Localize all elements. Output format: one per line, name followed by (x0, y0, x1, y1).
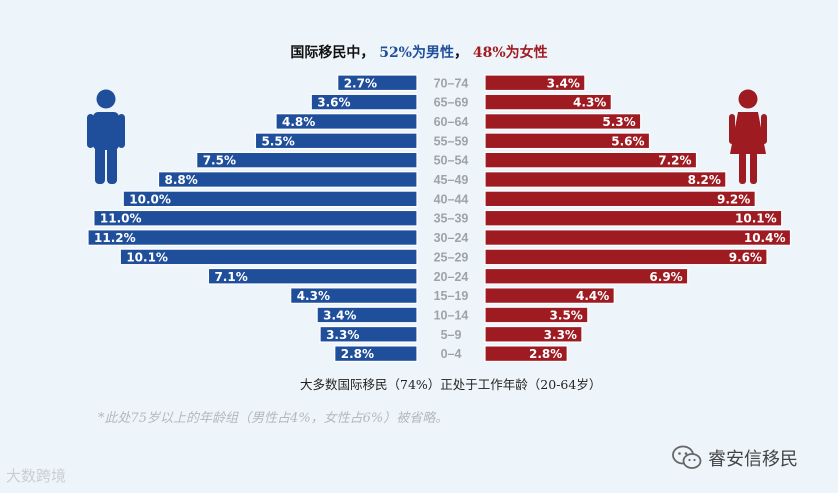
title-prefix: 国际移民中， (290, 45, 375, 61)
title-female-word: 女性 (519, 45, 548, 61)
female-bar-label-14: 2.8% (529, 347, 562, 361)
title-male-part: 52%为 (379, 45, 426, 61)
age-label-3: 55–59 (434, 134, 469, 148)
age-label-5: 45–49 (434, 173, 469, 187)
male-bar-label-14: 2.8% (341, 347, 374, 361)
age-label-12: 10–14 (434, 308, 469, 322)
female-bar-7 (484, 209, 783, 227)
female-bar-1 (484, 93, 612, 111)
male-bar-label-1: 3.6% (317, 96, 350, 110)
female-bar-9 (484, 248, 768, 266)
female-bar-8 (484, 229, 792, 246)
age-label-1: 65–69 (434, 96, 469, 110)
female-bar-label-4: 7.2% (658, 154, 691, 168)
female-bar-14 (484, 345, 568, 362)
male-bar-3 (254, 132, 418, 150)
age-label-7: 35–39 (434, 212, 469, 226)
population-pyramid-chart: 2.7% 3.4% 70–74 3.6% 4.3% 65–69 4.8% 5.3% 60–64 5… (87, 74, 792, 362)
male-bar-5 (157, 171, 418, 188)
female-bar-label-8: 10.4% (744, 231, 786, 245)
female-bar-11 (484, 287, 615, 304)
female-bar-5 (484, 171, 727, 188)
female-bar-6 (484, 190, 756, 208)
female-bar-label-7: 10.1% (735, 212, 777, 226)
female-person-icon (729, 89, 767, 184)
male-bar-label-3: 5.5% (261, 134, 294, 148)
age-label-13: 5–9 (441, 328, 462, 342)
male-person-icon (87, 89, 125, 184)
female-bar-label-13: 3.3% (544, 328, 577, 342)
female-bar-0 (484, 74, 586, 92)
watermark-right-text: 睿安信移民 (708, 449, 798, 470)
female-bar-label-0: 3.4% (547, 76, 580, 90)
female-bar-label-9: 9.6% (729, 250, 762, 264)
female-bar-13 (484, 325, 583, 343)
male-bar-label-6: 10.0% (129, 192, 171, 206)
watermark-right: 睿安信移民 (672, 444, 798, 472)
age-label-0: 70–74 (434, 76, 469, 90)
male-bar-label-7: 11.0% (100, 212, 142, 226)
male-bar-0 (337, 74, 418, 92)
female-bar-2 (484, 113, 642, 130)
chart-caption: 大多数国际移民（74%）正处于工作年龄（20-64岁） (300, 377, 602, 392)
male-bar-label-11: 4.3% (297, 289, 330, 303)
male-bar-4 (196, 151, 418, 169)
female-bar-label-5: 8.2% (688, 173, 721, 187)
male-bar-label-2: 4.8% (282, 115, 315, 129)
watermark-left-text: 大数跨境 (6, 467, 67, 485)
male-bar-8 (87, 229, 418, 246)
male-bar-label-4: 7.5% (203, 154, 236, 168)
female-bar-3 (484, 132, 651, 150)
male-bar-label-9: 10.1% (126, 250, 168, 264)
male-bar-label-13: 3.3% (326, 328, 359, 342)
male-bar-14 (334, 345, 418, 362)
female-bar-label-12: 3.5% (550, 308, 583, 322)
age-label-2: 60–64 (434, 115, 469, 129)
age-label-8: 30–24 (434, 231, 469, 245)
male-bar-label-12: 3.4% (323, 308, 356, 322)
male-bar-label-5: 8.8% (165, 173, 198, 187)
female-bar-label-11: 4.4% (576, 289, 609, 303)
male-bar-label-10: 7.1% (214, 270, 247, 284)
wechat-icon (672, 445, 702, 469)
male-bar-1 (310, 93, 418, 111)
female-bar-label-6: 9.2% (717, 192, 750, 206)
title-male-word: 男性 (426, 45, 454, 61)
chart-title: 国际移民中， 52%为男性， 48%为女性 (0, 42, 838, 62)
male-bar-12 (316, 306, 418, 324)
male-bar-9 (119, 248, 418, 266)
female-bar-label-3: 5.6% (611, 134, 644, 148)
male-bar-6 (122, 190, 418, 208)
age-label-9: 25–29 (434, 250, 469, 264)
title-female-part: 48%为 (472, 45, 520, 61)
female-bar-10 (484, 267, 689, 285)
female-bar-12 (484, 306, 589, 324)
male-bar-2 (275, 113, 418, 130)
title-sep: ， (454, 45, 468, 61)
male-bar-10 (207, 267, 418, 285)
age-label-10: 20–24 (434, 270, 469, 284)
male-bar-7 (93, 209, 418, 227)
female-bar-label-2: 5.3% (602, 115, 635, 129)
age-label-11: 15–19 (434, 289, 469, 303)
age-label-6: 40–44 (434, 192, 469, 206)
chart-footnote: *此处75岁以上的年龄组（男性占4%，女性占6%）被省略。 (98, 411, 449, 426)
male-bar-label-8: 11.2% (94, 231, 136, 245)
age-label-4: 50–54 (434, 154, 469, 168)
female-bar-label-1: 4.3% (573, 96, 606, 110)
age-label-14: 0–4 (441, 347, 462, 361)
male-bar-11 (290, 287, 418, 304)
watermark-left: 大数跨境 (6, 465, 66, 486)
female-bar-4 (484, 151, 698, 169)
female-bar-label-10: 6.9% (649, 270, 682, 284)
male-bar-label-0: 2.7% (344, 76, 377, 90)
male-bar-13 (319, 325, 418, 343)
